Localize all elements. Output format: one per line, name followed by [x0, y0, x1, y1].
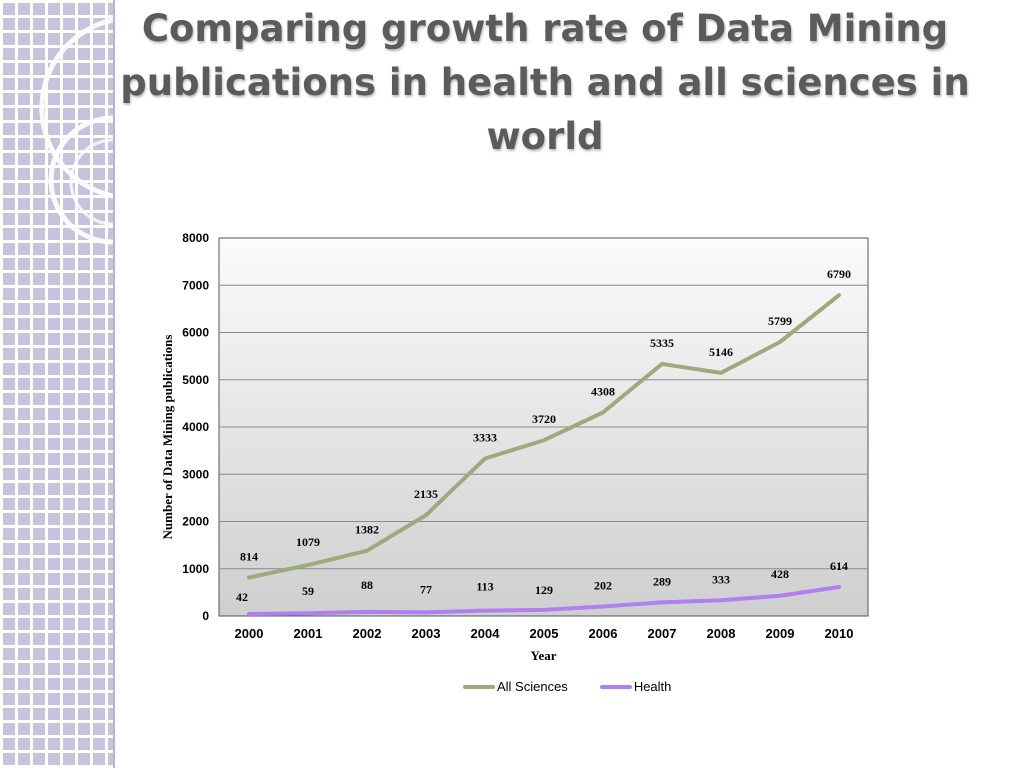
data-label-health: 88 [361, 578, 373, 592]
chart-legend: All Sciences Health [463, 679, 671, 694]
x-tick-label: 2000 [235, 626, 264, 641]
data-label-health: 333 [712, 572, 730, 586]
data-label-health: 202 [594, 578, 612, 592]
data-label-all-sciences: 1382 [355, 523, 379, 537]
x-tick-label: 2007 [648, 626, 677, 641]
data-label-all-sciences: 814 [240, 550, 258, 564]
data-label-health: 129 [535, 583, 553, 597]
data-label-all-sciences: 3333 [473, 431, 497, 445]
x-tick-label: 2004 [471, 626, 501, 641]
data-label-health: 113 [476, 580, 493, 594]
data-label-health: 289 [653, 574, 671, 588]
legend-item-all-sciences: All Sciences [463, 679, 568, 694]
slide-title: Comparing growth rate of Data Mining pub… [120, 7, 970, 158]
series-line-0 [247, 293, 841, 580]
y-tick-label: 6000 [182, 326, 209, 340]
data-label-all-sciences: 1079 [296, 535, 320, 549]
x-tick-label: 2009 [766, 626, 795, 641]
data-label-health: 614 [830, 559, 848, 573]
data-label-health: 77 [420, 582, 432, 596]
data-label-health: 428 [771, 567, 789, 581]
data-label-all-sciences: 5335 [650, 336, 674, 350]
legend-swatch-all-sciences [463, 684, 495, 689]
legend-item-health: Health [599, 679, 672, 694]
y-tick-label: 0 [202, 609, 209, 623]
series-line-1 [247, 584, 841, 617]
x-axis-title: Year [531, 648, 557, 663]
y-tick-label: 7000 [182, 278, 209, 292]
x-tick-label: 2006 [589, 626, 618, 641]
data-label-all-sciences: 4308 [591, 384, 615, 398]
legend-label-health: Health [633, 679, 672, 694]
data-label-all-sciences: 5799 [768, 314, 792, 328]
x-tick-label: 2002 [353, 626, 382, 641]
y-tick-label: 8000 [182, 231, 209, 245]
data-label-all-sciences: 6790 [827, 267, 851, 281]
y-tick-label: 1000 [182, 562, 209, 576]
data-label-all-sciences: 5146 [709, 345, 733, 359]
decorative-rings [39, 17, 113, 245]
x-tick-label: 2003 [412, 626, 441, 641]
y-tick-label: 5000 [182, 373, 209, 387]
legend-swatch-health [599, 684, 632, 689]
data-label-all-sciences: 2135 [414, 487, 438, 501]
x-tick-label: 2008 [707, 626, 736, 641]
y-axis-title: Number of Data Mining publications [160, 335, 175, 540]
data-label-health: 59 [302, 584, 314, 598]
decorative-sidebar [0, 0, 115, 768]
data-label-all-sciences: 3720 [532, 412, 556, 426]
y-tick-label: 2000 [182, 515, 209, 529]
x-tick-label: 2010 [825, 626, 854, 641]
data-label-health: 42 [236, 590, 248, 604]
x-tick-label: 2001 [294, 626, 323, 641]
y-tick-label: 4000 [182, 420, 209, 434]
y-tick-label: 3000 [182, 467, 209, 481]
legend-label-all-sciences: All Sciences [497, 679, 568, 694]
x-tick-label: 2005 [530, 626, 559, 641]
